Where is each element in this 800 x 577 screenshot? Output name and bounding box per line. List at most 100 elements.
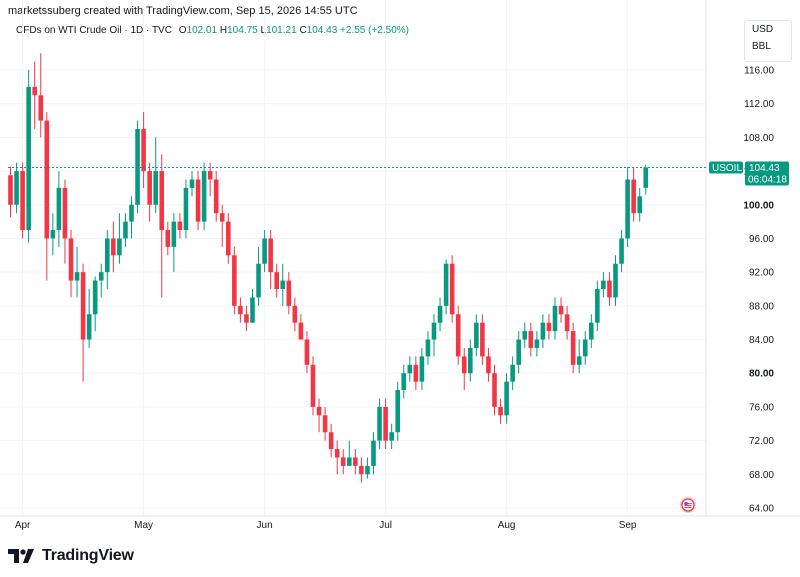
candle-body bbox=[365, 465, 370, 475]
candle-body bbox=[268, 238, 273, 273]
candle-body bbox=[558, 305, 564, 315]
candle bbox=[395, 381, 400, 441]
candle bbox=[304, 331, 310, 374]
candle-body bbox=[171, 221, 177, 247]
candle-body bbox=[540, 322, 546, 340]
candle bbox=[159, 154, 165, 298]
candle-body bbox=[44, 120, 50, 239]
candle-body bbox=[534, 339, 540, 348]
low-label: L bbox=[260, 25, 267, 36]
candle bbox=[528, 322, 534, 357]
candle-body bbox=[304, 339, 310, 365]
candle bbox=[613, 255, 618, 306]
price-tag-value: 104.43 bbox=[749, 163, 780, 174]
candle bbox=[359, 457, 364, 483]
candle-body bbox=[480, 322, 485, 357]
candle-body bbox=[68, 238, 74, 281]
candle bbox=[262, 230, 267, 273]
y-tick-label: 68.00 bbox=[749, 470, 774, 481]
candle-body bbox=[195, 179, 201, 222]
x-tick-label: Sep bbox=[619, 520, 637, 531]
price-tag-countdown: 06:04:18 bbox=[748, 174, 787, 185]
candle bbox=[601, 272, 606, 298]
y-tick-label: 112.00 bbox=[744, 99, 774, 110]
candle bbox=[171, 213, 177, 273]
candle-body bbox=[74, 272, 80, 281]
candle-body bbox=[377, 406, 382, 441]
high-label: H bbox=[219, 25, 228, 36]
symbol-tag-label: USOIL bbox=[712, 163, 742, 174]
candle bbox=[437, 297, 443, 332]
candle bbox=[298, 314, 304, 340]
candle bbox=[619, 230, 624, 273]
y-tick-label: 72.00 bbox=[749, 436, 774, 447]
candle-body bbox=[613, 263, 618, 298]
low-value: 101.21 bbox=[266, 25, 297, 36]
candle bbox=[413, 356, 419, 391]
candle-body bbox=[280, 280, 286, 289]
price-chart[interactable]: 64.00 68.00 72.00 76.00 80.00 84.00 88.00 92.00… bbox=[0, 0, 800, 545]
candle bbox=[111, 221, 116, 273]
candle bbox=[637, 187, 642, 222]
candle bbox=[268, 230, 273, 289]
candle-body bbox=[256, 263, 261, 298]
currency-unit-selector[interactable]: USD BBL bbox=[744, 20, 792, 62]
x-tick-label: Apr bbox=[15, 520, 31, 531]
candle bbox=[98, 263, 104, 298]
candle-body bbox=[461, 356, 467, 374]
candle bbox=[371, 432, 376, 475]
candle-body bbox=[474, 322, 479, 348]
candle-body bbox=[546, 322, 552, 332]
candle-body bbox=[207, 171, 213, 180]
candle bbox=[177, 213, 183, 239]
y-tick-label: 76.00 bbox=[749, 402, 774, 413]
candle bbox=[383, 398, 388, 450]
candle bbox=[310, 356, 316, 416]
symbol-tag-bg bbox=[709, 161, 743, 174]
candle bbox=[123, 213, 128, 247]
candle bbox=[195, 171, 201, 231]
candle bbox=[401, 364, 407, 399]
candle-body bbox=[468, 347, 473, 374]
tradingview-logo[interactable]: TradingView bbox=[8, 546, 134, 566]
candle bbox=[486, 347, 491, 382]
candle bbox=[316, 398, 322, 433]
change-value: +2.55 (+2.50%) bbox=[340, 25, 409, 36]
candle bbox=[153, 137, 158, 214]
symbol-description: CFDs on WTI Crude Oil · 1D · TVC bbox=[16, 25, 172, 36]
candle bbox=[135, 120, 140, 214]
us-flag-icon[interactable] bbox=[680, 497, 696, 513]
candle bbox=[274, 263, 279, 298]
x-tick-label: Jul bbox=[379, 520, 392, 531]
symbol-info-bar: CFDs on WTI Crude Oil · 1D · TVC O102.01… bbox=[16, 25, 409, 36]
candle bbox=[576, 339, 582, 374]
candle bbox=[431, 314, 437, 357]
candle bbox=[286, 272, 292, 315]
candle bbox=[147, 162, 152, 222]
chart-grid bbox=[0, 0, 706, 516]
candle bbox=[165, 221, 171, 256]
candle-body bbox=[455, 314, 461, 357]
candle-body bbox=[492, 373, 497, 407]
candle-body bbox=[431, 322, 437, 340]
candle bbox=[8, 166, 13, 218]
candle-body bbox=[189, 179, 195, 188]
candle-body bbox=[141, 128, 146, 172]
currency-label[interactable]: USD bbox=[752, 24, 774, 35]
close-label: C bbox=[299, 25, 307, 36]
candle-body bbox=[564, 314, 570, 332]
candle bbox=[141, 112, 146, 188]
candle-body bbox=[582, 339, 588, 357]
candle bbox=[334, 440, 340, 475]
candle-body bbox=[637, 196, 642, 214]
candle bbox=[540, 314, 546, 348]
candle bbox=[534, 331, 540, 357]
unit-label[interactable]: BBL bbox=[752, 41, 771, 52]
x-tick-label: Aug bbox=[498, 520, 516, 531]
candle-body bbox=[576, 356, 582, 365]
candle-body bbox=[570, 331, 576, 365]
candle-body bbox=[20, 171, 25, 231]
candle bbox=[226, 213, 231, 264]
candle-body bbox=[419, 356, 425, 382]
candle bbox=[183, 179, 189, 239]
